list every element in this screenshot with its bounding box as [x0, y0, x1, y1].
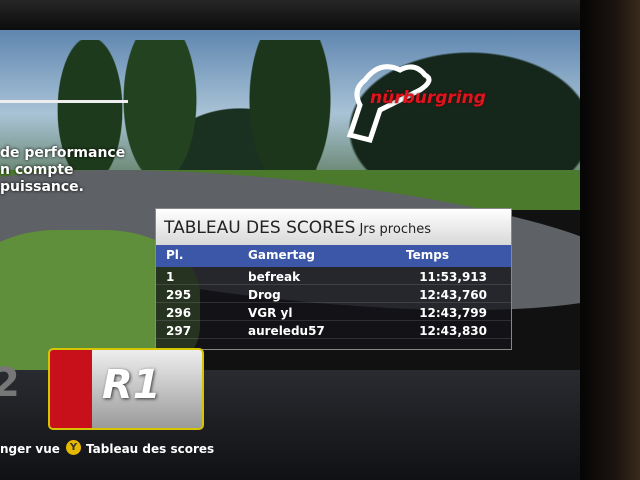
time: 12:43,760 [419, 288, 487, 302]
column-time: Temps [406, 248, 449, 262]
leaderboard-title: TABLEAU DES SCORES Jrs proches [156, 209, 511, 245]
time: 11:53,913 [419, 270, 487, 284]
place: 295 [166, 288, 192, 302]
leaderboard-title-text: TABLEAU DES SCORES [164, 218, 356, 238]
gamertag: Drog [248, 288, 281, 302]
description-text: de performance n compte puissance. [0, 145, 125, 196]
place: 1 [166, 270, 175, 284]
description-line: de performance [0, 145, 126, 161]
column-gamertag: Gamertag [248, 248, 315, 262]
leaderboard-filter[interactable]: Jrs proches [359, 222, 431, 237]
track-logo-text: nürburgring [370, 88, 486, 108]
leaderboard-panel: TABLEAU DES SCORES Jrs proches Pl. Gamert… [155, 208, 512, 350]
class-color-strip [50, 350, 92, 428]
class-label: R1 [102, 362, 161, 408]
gamertag: befreak [248, 270, 301, 284]
table-row[interactable]: 297 aureledu57 12:43,830 [156, 321, 511, 339]
game-screen: de performance n compte puissance. nürbu… [0, 30, 580, 480]
place: 297 [166, 324, 192, 338]
table-row[interactable]: 296 VGR yl 12:43,799 [156, 303, 511, 321]
description-line: puissance. [0, 179, 84, 195]
y-button-icon: Y [66, 440, 81, 455]
class-card-selected[interactable]: R1 [48, 348, 204, 430]
previous-class-card[interactable]: 2 [0, 360, 20, 406]
gamertag: VGR yl [248, 306, 293, 320]
column-place: Pl. [166, 248, 184, 262]
scoreboard-hint[interactable]: Tableau des scores [86, 442, 215, 456]
change-view-hint[interactable]: nger vue [0, 442, 60, 456]
time: 12:43,799 [419, 306, 487, 320]
tv-bezel-top [0, 0, 580, 30]
description-line: n compte [0, 162, 74, 178]
table-row[interactable]: 295 Drog 12:43,760 [156, 285, 511, 303]
place: 296 [166, 306, 192, 320]
divider [0, 100, 128, 103]
track-layout-icon [346, 64, 432, 143]
leaderboard-header: Pl. Gamertag Temps [156, 245, 511, 267]
gamertag: aureledu57 [248, 324, 325, 338]
tv-bezel-right [580, 0, 640, 480]
time: 12:43,830 [419, 324, 487, 338]
table-row[interactable]: 1 befreak 11:53,913 [156, 267, 511, 285]
trees-background [0, 40, 580, 190]
